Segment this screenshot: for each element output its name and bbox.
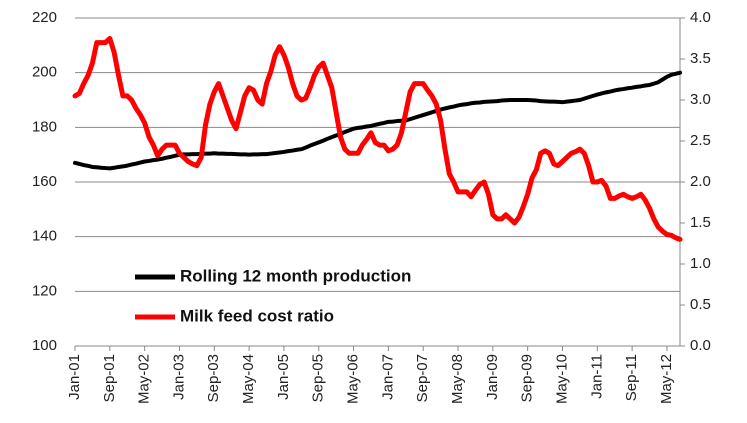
y-tick-label: 120 [32,282,57,299]
y2-tick-label: 2.5 [690,132,711,149]
x-tick-label: May-12 [658,354,675,404]
x-tick-label: Sep-01 [101,354,118,402]
y2-tick-label: 2.0 [690,173,711,190]
x-tick-label: May-10 [553,354,570,404]
y2-tick-label: 3.5 [690,50,711,67]
x-tick-label: Sep-05 [310,354,327,402]
y-tick-label: 100 [32,337,57,354]
y2-tick-label: 1.5 [690,214,711,231]
x-tick-label: Jan-09 [484,354,501,400]
y-tick-label: 220 [32,9,57,26]
y-tick-label: 180 [32,118,57,135]
x-tick-label: May-02 [136,354,153,404]
y2-tick-label: 1.0 [690,255,711,272]
x-tick-label: Jan-07 [379,354,396,400]
y-tick-label: 140 [32,228,57,245]
x-tick-label: Jan-05 [275,354,292,400]
y-tick-label: 200 [32,64,57,81]
y2-tick-label: 0.0 [690,337,711,354]
x-tick-label: Sep-07 [414,354,431,402]
series-line [72,36,683,242]
series-line [73,70,682,171]
legend-label: Milk feed cost ratio [180,306,334,325]
x-tick-label: Sep-11 [623,354,640,401]
y2-tick-label: 3.0 [690,91,711,108]
x-tick-label: May-06 [345,354,362,404]
x-tick-label: Jan-01 [66,354,83,400]
y2-tick-label: 0.5 [690,296,711,313]
y-tick-label: 160 [32,173,57,190]
x-tick-label: Sep-09 [519,354,536,402]
x-tick-label: Jan-11 [588,354,605,399]
legend-label: Rolling 12 month production [180,266,411,285]
x-tick-label: Sep-03 [205,354,222,402]
x-tick-label: Jan-03 [170,354,187,400]
x-tick-label: May-08 [449,354,466,404]
y2-tick-label: 4.0 [690,9,711,26]
x-tick-label: May-04 [240,354,257,404]
